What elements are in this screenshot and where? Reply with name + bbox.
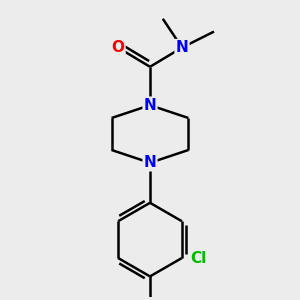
Text: N: N	[144, 98, 156, 113]
Text: Cl: Cl	[190, 250, 206, 266]
Text: N: N	[176, 40, 188, 55]
Text: N: N	[144, 155, 156, 170]
Text: O: O	[112, 40, 124, 55]
